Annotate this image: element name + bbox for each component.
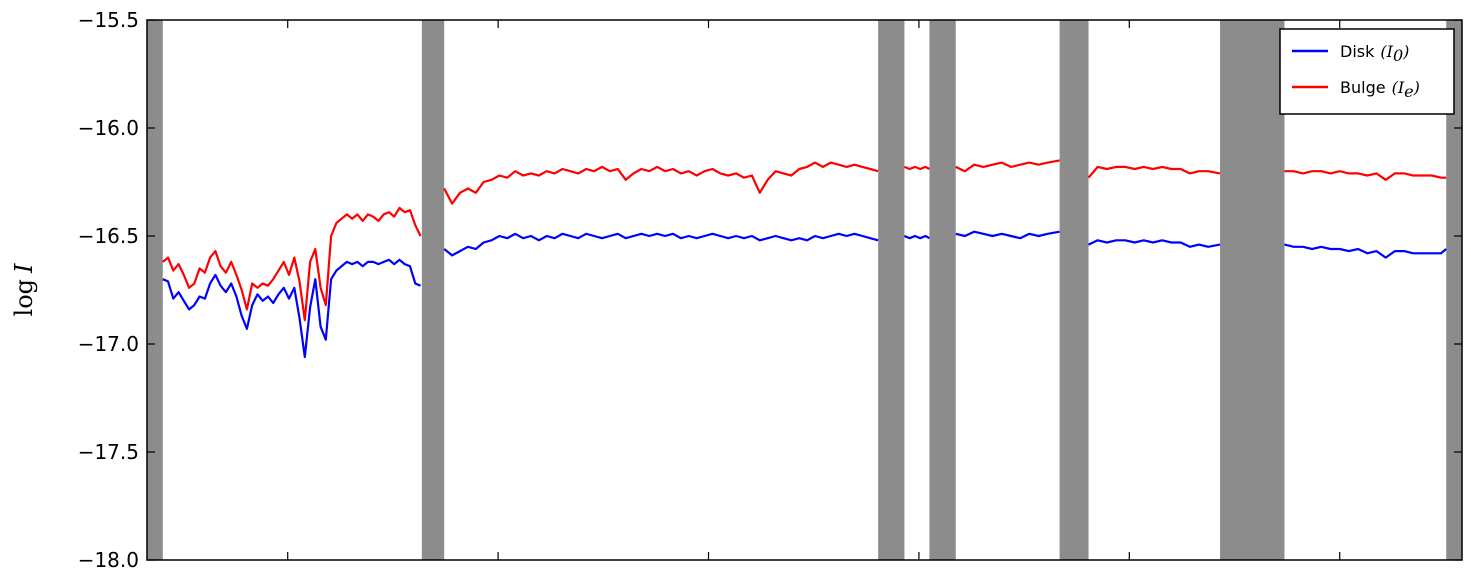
masked-regions: [147, 20, 1462, 560]
masked-region-3: [929, 20, 956, 560]
y-tick-label-2: −17.0: [78, 332, 139, 356]
series-bulge-segment-2: [903, 165, 930, 171]
masked-region-5: [1220, 20, 1285, 560]
series-bulge-segment-4: [1087, 165, 1221, 179]
series-disk-segment-4: [1088, 239, 1221, 248]
series-lines: [162, 159, 1447, 359]
legend-box: [1279, 28, 1455, 115]
y-axis-ticks: −18.0 −17.5 −17.0 −16.5 −16.0 −15.5: [78, 8, 1462, 572]
y-axis-label-func: log: [10, 279, 38, 317]
masked-region-4: [1059, 20, 1089, 560]
y-tick-label-3: −16.5: [78, 224, 139, 248]
series-bulge-segment-3: [955, 159, 1060, 173]
series-bulge-segment-0: [162, 206, 422, 322]
series-disk-segment-5: [1284, 243, 1447, 259]
series-disk-segment-2: [903, 234, 930, 240]
plot-frame: [146, 19, 1463, 561]
y-tick-label-1: −17.5: [78, 440, 139, 464]
y-tick-label-5: −15.5: [78, 8, 139, 32]
masked-region-1: [421, 20, 445, 560]
series-bulge-segment-5: [1284, 170, 1447, 181]
x-axis-ticks: [287, 20, 1341, 560]
masked-region-2: [878, 20, 905, 560]
legend-label-bulge: Bulge (Ie): [1340, 78, 1420, 101]
masked-region-6: [1446, 20, 1462, 560]
y-axis-label-var: I: [10, 263, 38, 274]
series-disk-segment-3: [955, 230, 1060, 240]
series-disk-segment-0: [162, 258, 421, 359]
y-axis-label: log I: [10, 263, 38, 317]
legend-label-disk: Disk (I0): [1340, 42, 1409, 65]
masked-region-0: [147, 20, 163, 560]
y-tick-label-0: −18.0: [78, 548, 139, 572]
series-bulge-segment-1: [443, 161, 879, 205]
legend: Disk (I0) Bulge (Ie): [1279, 28, 1455, 115]
y-tick-label-4: −16.0: [78, 116, 139, 140]
series-disk-segment-1: [443, 232, 879, 257]
